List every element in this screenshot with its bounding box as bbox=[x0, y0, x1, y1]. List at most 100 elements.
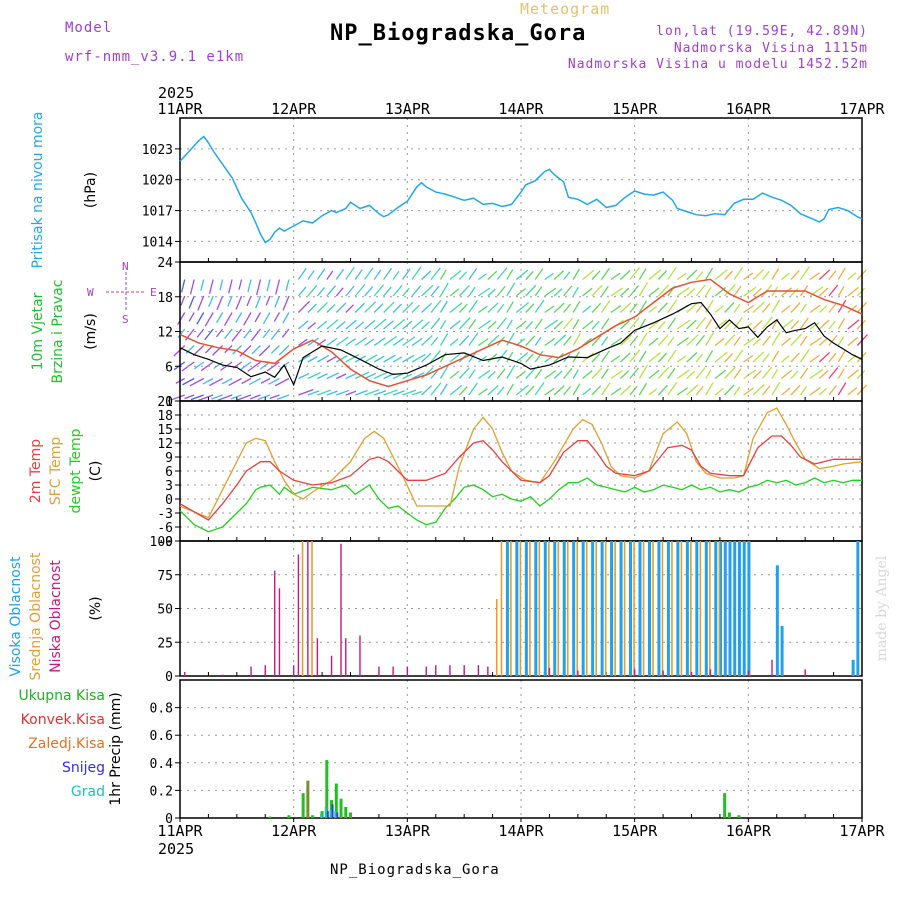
wind-arrow bbox=[430, 336, 439, 346]
wind-arrow bbox=[620, 352, 631, 363]
wind-arrow bbox=[421, 385, 432, 396]
wind-arrow bbox=[269, 394, 280, 400]
wind-arrow bbox=[828, 270, 837, 280]
wind-arrow bbox=[837, 350, 846, 363]
wind-arrow bbox=[771, 381, 781, 396]
high-cloud-bar bbox=[723, 541, 727, 676]
wind-arrow bbox=[213, 361, 224, 369]
credit-label: made by Angel bbox=[874, 555, 890, 661]
wind-ytick-label: 24 bbox=[157, 256, 173, 271]
wind-arrow bbox=[525, 321, 534, 330]
wind-arrow bbox=[392, 270, 400, 280]
mid-cloud-bar bbox=[699, 541, 702, 676]
wind-arrow bbox=[525, 284, 537, 297]
wind-arrow bbox=[610, 287, 623, 297]
low-cloud-bar bbox=[449, 665, 451, 676]
wind-arrow bbox=[743, 304, 754, 314]
high-cloud-bar bbox=[742, 541, 746, 676]
wind-arrow bbox=[534, 382, 545, 396]
wind-arrow bbox=[458, 284, 470, 297]
total-precip-bar bbox=[349, 812, 352, 818]
wind-arrow bbox=[695, 303, 704, 313]
wind-arrow bbox=[724, 334, 736, 346]
wind-arrow bbox=[326, 372, 340, 380]
high-cloud-bar bbox=[728, 541, 732, 676]
wind-arrow bbox=[307, 371, 321, 380]
mid-cloud-bar bbox=[680, 541, 683, 676]
wind-arrow bbox=[421, 270, 432, 280]
wind-arrow bbox=[211, 394, 223, 400]
wind-arrow bbox=[686, 370, 696, 379]
wind-arrow bbox=[268, 377, 280, 385]
wind-arrow bbox=[262, 312, 271, 325]
high-cloud-bar bbox=[572, 541, 576, 676]
wind-arrow bbox=[648, 287, 660, 297]
wind-arrow bbox=[837, 317, 846, 330]
wind-arrow bbox=[790, 333, 802, 346]
wind-arrow bbox=[743, 355, 754, 363]
temperature-ytick-label: 6 bbox=[165, 465, 173, 480]
wind-arrow bbox=[648, 319, 661, 330]
wind-arrow bbox=[439, 333, 449, 346]
wind-arrow bbox=[582, 370, 593, 380]
wind-arrow bbox=[809, 354, 820, 363]
wind-arrow bbox=[439, 300, 448, 313]
wind-arrow bbox=[657, 302, 668, 313]
wind-arrow bbox=[345, 266, 355, 280]
wind-arrow bbox=[217, 394, 233, 401]
bottom-date-label: 11APR bbox=[157, 822, 203, 840]
wind-arrow bbox=[591, 367, 603, 379]
wind-arrow bbox=[799, 303, 808, 313]
dewpoint-line bbox=[179, 477, 862, 533]
low-cloud-bar bbox=[435, 665, 437, 676]
temp-title-dew: dewpt Temp bbox=[68, 428, 84, 513]
wind-arrow bbox=[781, 272, 790, 281]
wind-arrow bbox=[620, 334, 633, 346]
temp-unit: (C) bbox=[88, 461, 104, 482]
wind-arrow bbox=[572, 300, 581, 313]
wind-arrow bbox=[818, 351, 831, 363]
wind-arrow bbox=[326, 356, 337, 363]
mid-cloud-bar bbox=[557, 541, 560, 676]
wind-arrow bbox=[762, 303, 771, 313]
high-cloud-bar bbox=[610, 541, 614, 676]
cloud-unit: (%) bbox=[88, 596, 104, 620]
high-cloud-bar bbox=[581, 541, 585, 676]
wind-arrow bbox=[439, 352, 447, 363]
mid-cloud-bar bbox=[661, 541, 664, 676]
wind-ytick-label: 12 bbox=[157, 326, 173, 341]
wind-arrow bbox=[752, 301, 765, 313]
high-cloud-bar bbox=[600, 541, 604, 676]
wind-arrow bbox=[648, 388, 658, 396]
wind-arrow bbox=[695, 367, 706, 379]
mid-cloud-bar bbox=[301, 541, 304, 676]
wind-arrow bbox=[282, 295, 290, 311]
wind-arrow bbox=[572, 319, 580, 330]
compass-north-label: N bbox=[122, 260, 129, 273]
wind-arrow bbox=[752, 337, 762, 346]
wind-arrow bbox=[743, 369, 757, 380]
wind-arrow bbox=[762, 353, 770, 363]
wind-arrow bbox=[364, 338, 375, 347]
wind-arrow bbox=[373, 390, 387, 396]
wind-arrow bbox=[771, 350, 780, 363]
low-cloud-bar bbox=[330, 655, 333, 676]
low-cloud-bar bbox=[425, 666, 427, 676]
wind-arrow bbox=[227, 295, 233, 307]
pressure-title: Pritisak na nivou mora bbox=[30, 111, 46, 268]
wind-arrow bbox=[506, 319, 513, 330]
wind-arrow bbox=[657, 384, 668, 396]
temperature-ytick-label: -9 bbox=[157, 535, 173, 550]
wind-arrow bbox=[192, 345, 205, 357]
wind-arrow bbox=[563, 335, 572, 346]
wind-arrow bbox=[563, 285, 573, 297]
wind-arrow bbox=[837, 267, 846, 280]
wind-arrow bbox=[676, 337, 689, 347]
hail-bar bbox=[329, 809, 332, 818]
wind-arrow bbox=[818, 269, 831, 280]
wind-arrow bbox=[600, 368, 609, 379]
wind-arrow bbox=[733, 336, 741, 346]
wind-arrow bbox=[439, 319, 447, 330]
wind-arrow bbox=[487, 288, 496, 297]
wind-arrow bbox=[335, 268, 345, 280]
